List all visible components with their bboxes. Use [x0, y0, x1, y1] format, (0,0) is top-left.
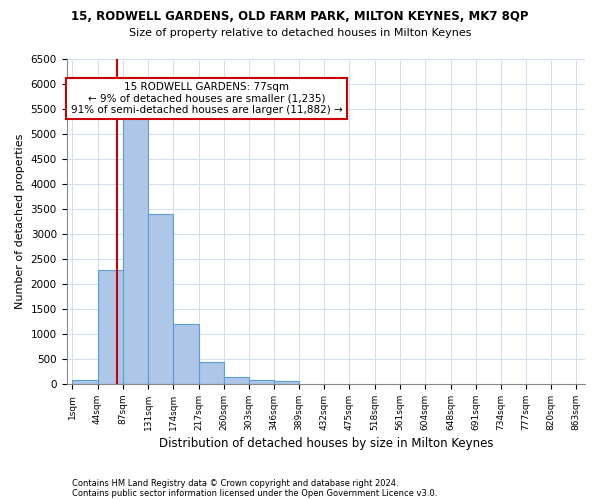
Y-axis label: Number of detached properties: Number of detached properties — [15, 134, 25, 309]
Bar — [224, 378, 249, 384]
Bar — [274, 381, 299, 384]
X-axis label: Distribution of detached houses by size in Milton Keynes: Distribution of detached houses by size … — [158, 437, 493, 450]
Bar — [73, 380, 98, 384]
Text: Size of property relative to detached houses in Milton Keynes: Size of property relative to detached ho… — [129, 28, 471, 38]
Bar — [98, 270, 122, 384]
Bar — [199, 362, 224, 384]
Bar — [148, 214, 173, 384]
Bar — [122, 116, 148, 384]
Bar — [249, 380, 274, 384]
Text: Contains public sector information licensed under the Open Government Licence v3: Contains public sector information licen… — [72, 488, 437, 498]
Text: 15, RODWELL GARDENS, OLD FARM PARK, MILTON KEYNES, MK7 8QP: 15, RODWELL GARDENS, OLD FARM PARK, MILT… — [71, 10, 529, 23]
Bar — [173, 324, 199, 384]
Text: Contains HM Land Registry data © Crown copyright and database right 2024.: Contains HM Land Registry data © Crown c… — [72, 478, 398, 488]
Text: 15 RODWELL GARDENS: 77sqm
← 9% of detached houses are smaller (1,235)
91% of sem: 15 RODWELL GARDENS: 77sqm ← 9% of detach… — [71, 82, 343, 115]
